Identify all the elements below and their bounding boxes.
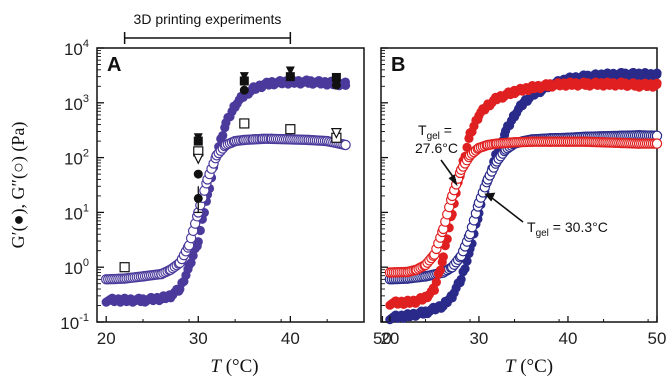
x-tick-label: 50 [648,329,667,348]
y-axis-label: G′(●), G″(○) (Pa) [8,122,29,249]
y-tick-label: 100 [64,257,89,278]
y-tick-label: 10-1 [60,312,89,333]
panel-b-data [384,67,663,325]
panel-a-series-0-point [188,251,198,261]
x-axis-label-a-var: T [210,356,222,377]
x-tick-label: 40 [281,329,300,348]
panel-a-series-3-point [239,76,249,86]
panel-a-series-3-point [193,136,203,146]
tgel-annotation-red-line1: Tgel = [418,122,452,142]
tgel-annotation-blue: Tgel = 30.3°C [527,219,608,239]
panel-a-series-0-point [218,130,228,141]
panel-b-label: B [391,54,405,76]
panel-b-series-2-point [652,78,662,88]
panel-a-series-0-point [195,225,205,236]
x-tick-label: 30 [469,329,488,348]
panel-a-series-2-point [285,66,295,76]
x-tick-label: 40 [559,329,578,348]
panel-a-series-6-point [330,127,342,139]
panel-a-series-5-point [119,262,130,273]
panel-a-series-5-point [285,124,296,135]
x-axis-label-b-var: T [505,356,517,377]
panel-a-series-0-point [340,80,351,90]
panel-b-series-0-point [652,68,662,78]
panel-a-series-4-point [331,80,341,90]
panel-a-series-5-point [239,118,250,129]
experiments-label: 3D printing experiments [134,11,282,27]
panel-a-label: A [107,54,121,76]
x-axis-label-a-unit: (°C) [221,356,259,377]
x-axis-label-b: T (°C) [505,356,553,377]
panel-a-data [101,66,351,307]
error-bar-point [193,193,203,203]
tgel-arrow-blue [484,192,524,223]
panel-b-frame [380,47,658,323]
x-axis-label-b-unit: (°C) [515,356,553,377]
panel-a: 20 30 40 50 10-1 100 101 102 103 104 A [60,38,392,348]
panel-a-frame [96,47,365,323]
y-tick-label: 101 [64,202,89,223]
panel-b-ticks: 20 30 40 50 [380,47,667,348]
y-tick-label: 104 [64,38,89,59]
panel-b-annotations: Tgel =27.6°C Tgel = 30.3°C [415,122,608,239]
x-tick-label: 20 [380,329,399,348]
panel-a-series-4-point [239,85,249,95]
panel-a-series-4-point [193,169,203,179]
x-tick-label: 20 [97,329,116,348]
panel-b-series-2-point [438,252,448,262]
y-tick-label: 103 [64,93,89,114]
error-bar [193,186,203,214]
x-tick-label: 50 [373,329,392,348]
panel-a-series-0-point [186,258,196,268]
x-tick-label: 30 [189,329,208,348]
experiments-range-indicator: 3D printing experiments [123,11,292,44]
panel-b-series-0-point [460,264,470,274]
panel-a-series-6-point [192,153,204,165]
tgel-annotation-red-line2: 27.6°C [415,140,458,156]
panel-b-series-2-point [431,277,441,287]
y-tick-label: 102 [64,148,89,169]
panel-a-series-3-point [331,72,341,82]
x-axis-label-a: T (°C) [210,356,258,377]
panel-b-series-2-point [429,285,440,295]
panel-a-ticks: 20 30 40 50 10-1 100 101 102 103 104 [60,38,392,348]
panel-b: 20 30 40 50 B Tgel =27.6°C Tgel = 30.3°C [380,47,667,348]
panel-b-series-3-point [651,138,663,149]
panel-b-series-2-point [435,265,445,275]
panel-a-series-1-point [340,139,351,151]
panel-b-series-0-point [456,274,466,284]
tgel-arrow-red [440,159,458,187]
panel-a-series-3-point [285,72,295,82]
